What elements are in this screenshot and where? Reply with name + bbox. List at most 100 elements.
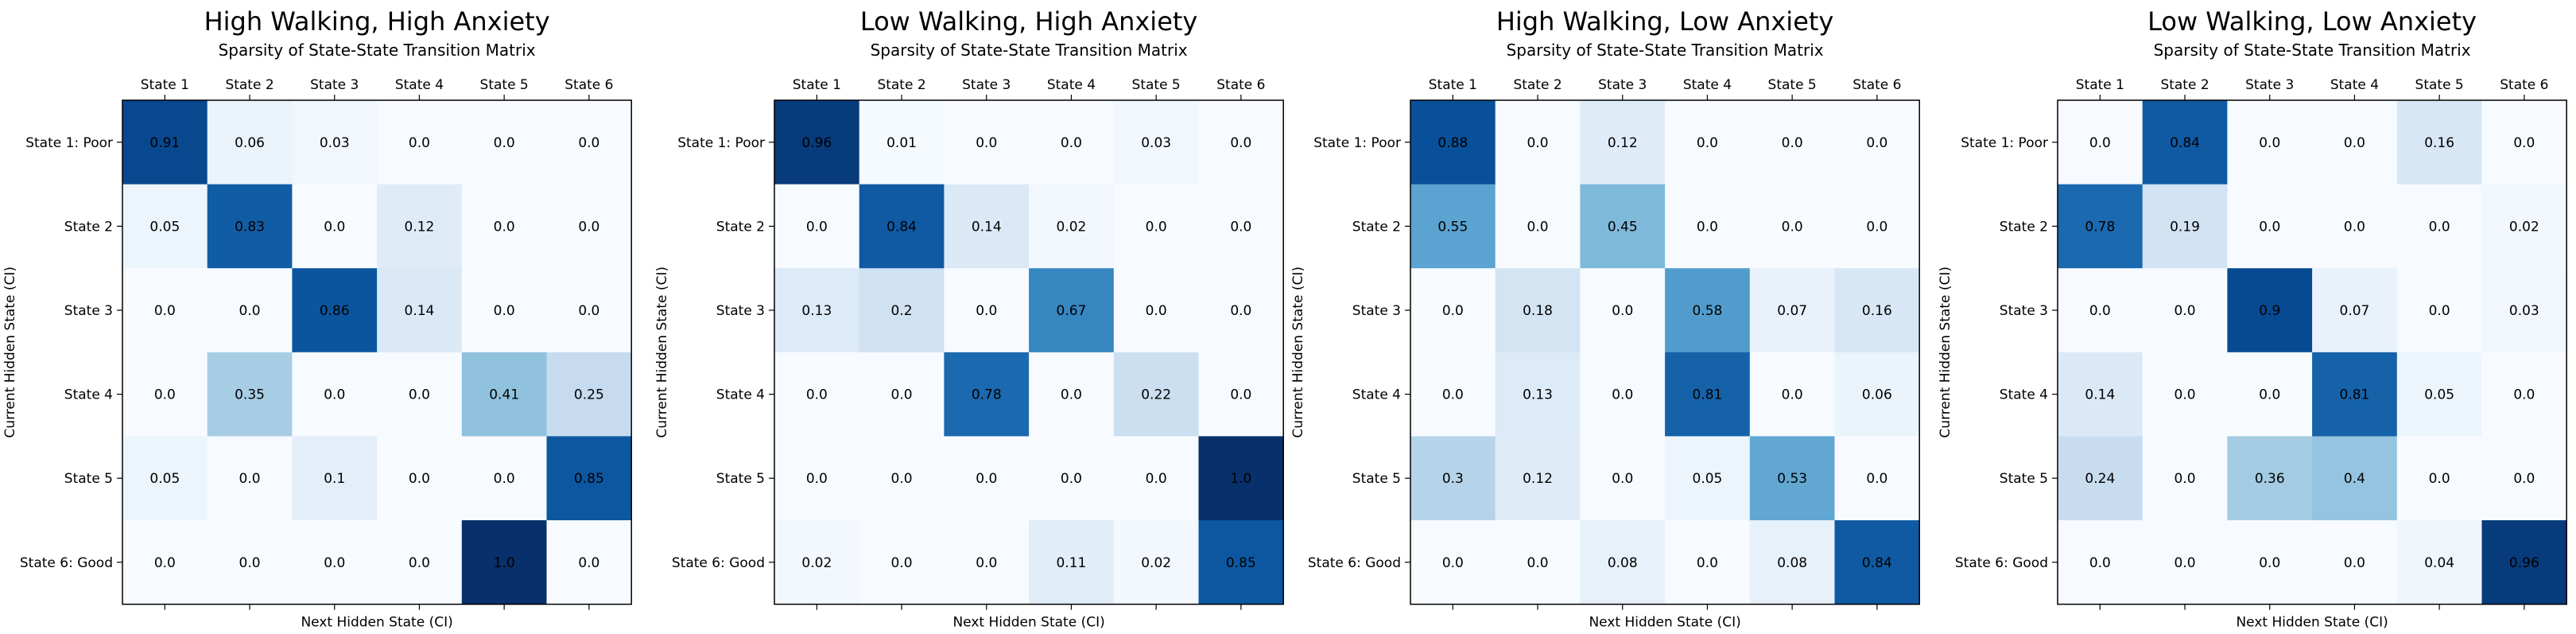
heatmap-cell: [944, 268, 1030, 353]
cell-value-label: 0.0: [1866, 219, 1887, 235]
x-tick-label: State 5: [2415, 77, 2464, 93]
heatmap-cell: [1749, 436, 1835, 521]
heatmap-cell: [1749, 520, 1835, 605]
heatmap-cell: [1029, 100, 1115, 185]
heatmap-cell: [1410, 520, 1496, 605]
cell-value-label: 0.0: [1442, 303, 1464, 319]
y-tick-label: State 4: [64, 387, 113, 403]
heatmap-cell: [292, 352, 378, 437]
heatmap-cell: [207, 520, 293, 605]
x-tick-label: State 6: [1852, 77, 1901, 93]
cell-value-label: 0.02: [2509, 219, 2539, 235]
cell-value-label: 0.0: [154, 303, 176, 319]
heatmap-cell: [1198, 352, 1284, 437]
heatmap-cell: [1410, 352, 1496, 437]
heatmap-cell: [461, 520, 547, 605]
heatmap-cell: [1198, 436, 1284, 521]
cell-value-label: 0.0: [2513, 387, 2535, 403]
heatmap-cell: [2227, 184, 2313, 269]
cell-value-label: 0.0: [2259, 135, 2280, 151]
cell-value-label: 0.41: [489, 387, 519, 403]
cell-value-label: 0.0: [494, 471, 515, 487]
cell-value-label: 0.2: [891, 303, 913, 319]
y-tick-label: State 6: Good: [20, 555, 113, 571]
plot-frame: [1410, 99, 1920, 605]
heatmap-cell: [1029, 520, 1115, 605]
cell-value-label: 0.0: [578, 219, 599, 235]
heatmap-cell: [207, 100, 293, 185]
cell-value-label: 0.0: [1612, 387, 1633, 403]
cell-value-label: 0.0: [1782, 135, 1803, 151]
x-axis-label: Next Hidden State (CI): [2236, 615, 2388, 631]
cell-value-label: 0.0: [154, 387, 176, 403]
cell-value-label: 0.1: [324, 471, 345, 487]
x-tick-label: State 4: [2330, 77, 2379, 93]
heatmap-cell: [2481, 436, 2567, 521]
heatmap-cell: [377, 352, 463, 437]
x-axis-label: Next Hidden State (CI): [952, 615, 1104, 631]
heatmap-cell: [377, 100, 463, 185]
cell-value-label: 0.0: [2429, 471, 2450, 487]
cell-value-label: 0.0: [154, 555, 176, 571]
cell-value-label: 0.0: [1866, 135, 1887, 151]
heatmap-cell: [1834, 100, 1920, 185]
heatmap-cell: [546, 268, 632, 353]
cell-value-label: 0.0: [2344, 219, 2365, 235]
x-tick-label: State 3: [962, 77, 1011, 93]
heatmap-cell: [2396, 100, 2482, 185]
x-tick-label: State 2: [877, 77, 925, 93]
heatmap-cell: [1495, 436, 1581, 521]
heatmap-cell: [1410, 436, 1496, 521]
heatmap-cell: [1665, 100, 1751, 185]
cell-value-label: 0.25: [574, 387, 604, 403]
heatmap-cell: [2312, 352, 2398, 437]
cell-value-label: 0.36: [2255, 471, 2285, 487]
cell-value-label: 0.0: [409, 555, 430, 571]
heatmap-cell: [2481, 184, 2567, 269]
cell-value-label: 0.0: [1442, 555, 1464, 571]
heatmap-cell: [1198, 100, 1284, 185]
cell-value-label: 0.07: [1777, 303, 1807, 319]
heatmap-cell: [859, 352, 945, 437]
cell-value-label: 0.19: [2170, 219, 2200, 235]
heatmap-cell: [2142, 184, 2228, 269]
heatmap-cell: [1495, 184, 1581, 269]
plot-frame: [774, 99, 1284, 605]
heatmap-cell: [1665, 520, 1751, 605]
heatmap-cell: [859, 268, 945, 353]
y-tick-label: State 4: [2000, 387, 2048, 403]
heatmap-cell: [1665, 352, 1751, 437]
heatmap-cell: [774, 100, 860, 185]
cell-value-label: 0.0: [239, 555, 261, 571]
heatmap-cell: [1580, 184, 1666, 269]
heatmap-cell: [1029, 436, 1115, 521]
cell-value-label: 0.03: [1141, 135, 1171, 151]
heatmap-cell: [207, 436, 293, 521]
y-tick-label: State 3: [64, 303, 113, 319]
heatmap-cell: [859, 184, 945, 269]
cell-value-label: 1.0: [494, 555, 515, 571]
cell-value-label: 0.16: [2424, 135, 2454, 151]
x-tick-label: State 4: [1683, 77, 1732, 93]
cell-value-label: 0.05: [149, 471, 180, 487]
x-axis-label: Next Hidden State (CI): [1589, 615, 1740, 631]
cell-value-label: 0.0: [1230, 387, 1251, 403]
cell-value-label: 0.0: [1612, 471, 1633, 487]
y-tick-label: State 2: [1352, 219, 1401, 235]
x-tick-label: State 1: [793, 77, 841, 93]
heatmap-cell: [2058, 352, 2143, 437]
cell-value-label: 0.0: [324, 555, 345, 571]
heatmap-cell: [122, 520, 208, 605]
x-tick-label: State 3: [1598, 77, 1647, 93]
y-tick-label: State 3: [716, 303, 765, 319]
heatmap-cell: [1410, 268, 1496, 353]
cell-value-label: 0.84: [1862, 555, 1892, 571]
cell-value-label: 0.86: [320, 303, 350, 319]
cell-value-label: 0.96: [801, 135, 832, 151]
x-axis-label: Next Hidden State (CI): [301, 615, 452, 631]
cell-value-label: 0.0: [1697, 555, 1718, 571]
heatmap-cell: [1029, 184, 1115, 269]
heatmap-cell: [1665, 268, 1751, 353]
heatmap-cell: [292, 268, 378, 353]
cell-value-label: 0.0: [2259, 387, 2280, 403]
